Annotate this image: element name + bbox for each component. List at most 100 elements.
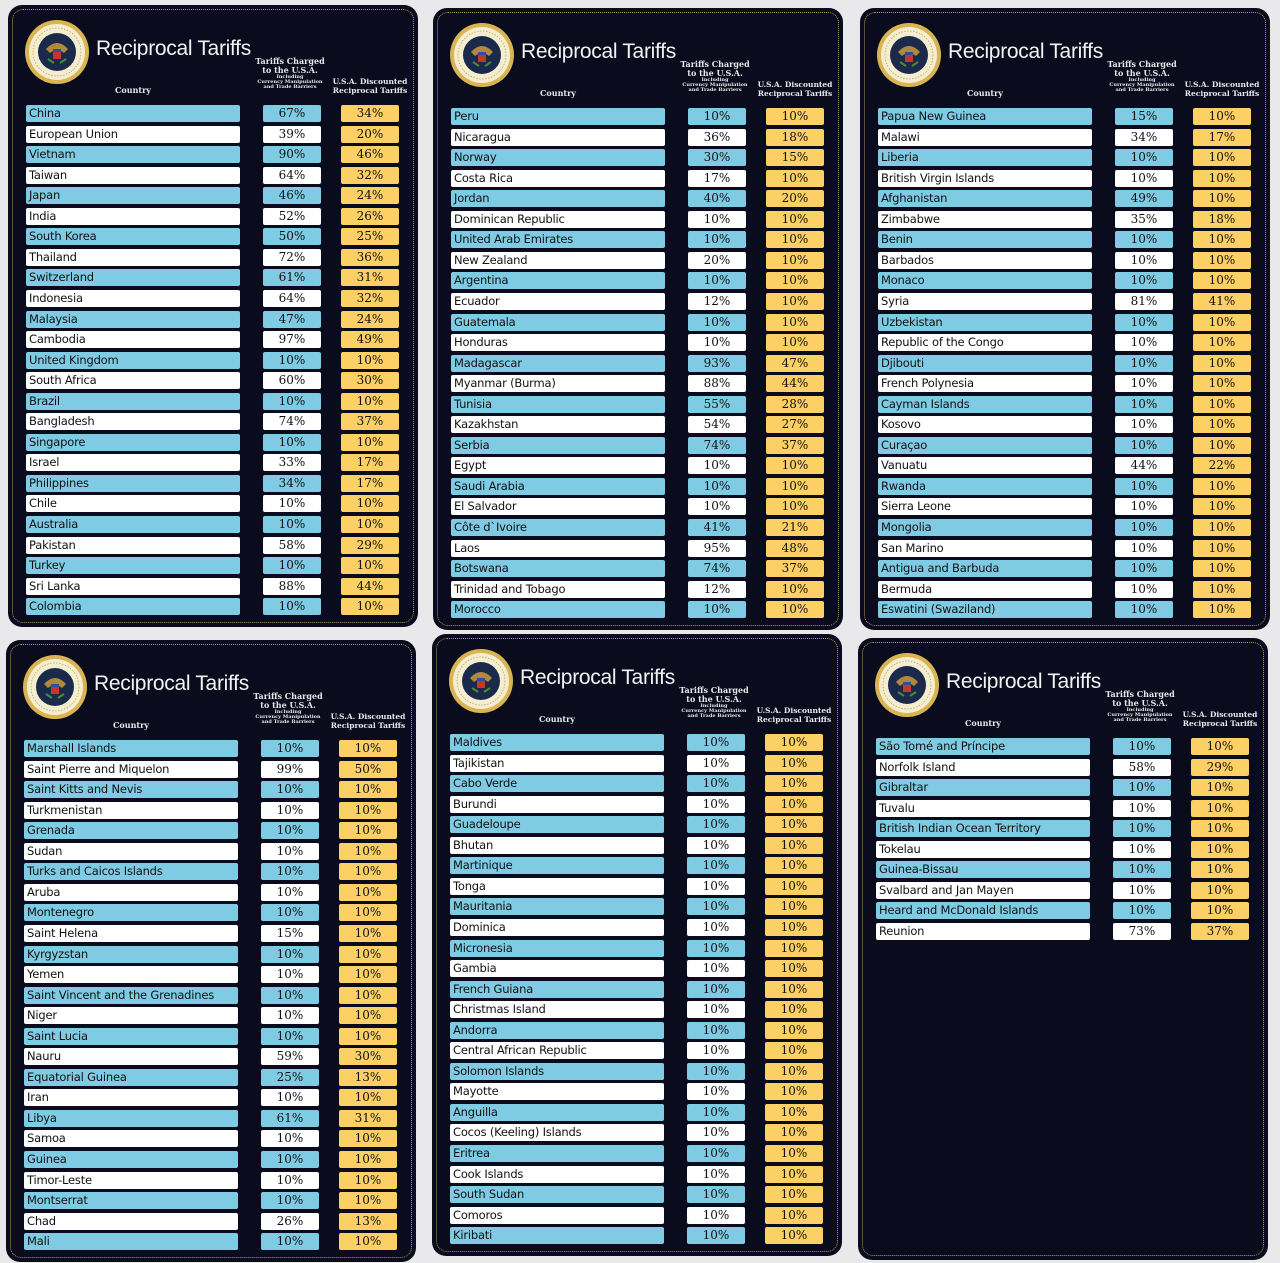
tariff-charged-value: 10% [1115, 601, 1173, 619]
reciprocal-tariff-value: 10% [339, 1233, 397, 1251]
reciprocal-tariff-value: 10% [1193, 354, 1251, 372]
country-name: Tokelau [876, 840, 1090, 858]
header-line: Currency Manipulation [681, 708, 747, 714]
tariff-charged-value: 10% [687, 1021, 745, 1039]
reciprocal-tariff-value: 10% [766, 251, 824, 269]
table-row: Cabo Verde 10% 10% [432, 775, 842, 793]
table-row: Heard and McDonald Islands 10% 10% [858, 902, 1268, 920]
table-row: Peru 10% 10% [433, 108, 843, 125]
reciprocal-tariff-value: 10% [766, 292, 824, 310]
reciprocal-tariff-value: 10% [339, 1089, 397, 1107]
reciprocal-tariff-value: 10% [1193, 169, 1251, 187]
tariff-charged-value: 10% [688, 334, 746, 352]
country-name: Cayman Islands [878, 395, 1092, 413]
table-row: Norfolk Island 58% 29% [858, 758, 1268, 776]
country-name: Costa Rica [451, 169, 665, 187]
table-row: Eswatini (Swaziland) 10% 10% [860, 601, 1270, 619]
tariff-charged-value: 10% [1113, 799, 1171, 817]
table-row: Turkmenistan 10% 10% [6, 801, 416, 819]
country-name: Serbia [451, 436, 665, 454]
reciprocal-tariff-value: 10% [1191, 861, 1249, 879]
country-name: San Marino [878, 539, 1092, 557]
tariff-charged-value: 10% [1113, 881, 1171, 899]
country-name: Kiribati [450, 1227, 664, 1245]
table-row: Saudi Arabia 10% 10% [433, 477, 843, 495]
table-row: Afghanistan 49% 10% [860, 190, 1270, 208]
table-row: Turkey 10% 10% [8, 557, 418, 575]
country-name: Gibraltar [876, 779, 1090, 797]
reciprocal-tariff-value: 10% [765, 1103, 823, 1121]
tariff-charged-value: 10% [263, 433, 321, 451]
country-name: Rwanda [878, 477, 1092, 495]
country-name: South Africa [26, 372, 240, 390]
country-name: Andorra [450, 1021, 664, 1039]
tariff-charged-value: 58% [1113, 758, 1171, 776]
table-row: Vietnam 90% 46% [8, 146, 418, 164]
table-row: Christmas Island 10% 10% [432, 1001, 842, 1019]
table-row: British Virgin Islands 10% 10% [860, 169, 1270, 187]
tariff-charged-value: 10% [261, 966, 319, 984]
reciprocal-tariff-value: 17% [1193, 128, 1251, 146]
reciprocal-tariff-value: 10% [766, 580, 824, 598]
table-row: Egypt 10% 10% [433, 457, 843, 475]
tariff-charged-value: 10% [1115, 334, 1173, 352]
header-line: Including [1128, 77, 1156, 83]
country-name: Niger [24, 1007, 238, 1025]
table-row: Guatemala 10% 10% [433, 313, 843, 331]
country-name: Turkey [26, 557, 240, 575]
tariff-charged-value: 10% [687, 1124, 745, 1142]
header-line: and Trade Barriers [688, 87, 742, 93]
table-row: Djibouti 10% 10% [860, 354, 1270, 372]
reciprocal-tariff-value: 10% [339, 1192, 397, 1210]
country-name: Vanuatu [878, 457, 1092, 475]
reciprocal-tariff-value: 10% [1193, 190, 1251, 208]
tariff-charged-value: 88% [263, 577, 321, 595]
tariff-charged-value: 10% [687, 877, 745, 895]
reciprocal-tariff-value: 10% [765, 939, 823, 957]
reciprocal-tariff-value: 10% [1193, 395, 1251, 413]
reciprocal-tariff-value: 10% [1193, 498, 1251, 516]
tariff-charged-value: 10% [263, 392, 321, 410]
country-name: Singapore [26, 433, 240, 451]
reciprocal-tariff-value: 10% [1191, 840, 1249, 858]
header-line: and Trade Barriers [261, 719, 315, 725]
country-name: São Tomé and Príncipe [876, 738, 1090, 755]
tariff-charged-value: 10% [687, 939, 745, 957]
table-row: Switzerland 61% 31% [8, 269, 418, 287]
country-name: Reunion [876, 922, 1090, 940]
table-row: Eritrea 10% 10% [432, 1145, 842, 1162]
header-line: to the U.S.A. [1114, 68, 1170, 78]
reciprocal-tariff-value: 10% [765, 918, 823, 936]
table-row: India 52% 26% [8, 207, 418, 225]
discounted-column-header: U.S.A. Discounted Reciprocal Tariffs [328, 712, 408, 730]
discounted-column-header: U.S.A. Discounted Reciprocal Tariffs [754, 706, 834, 724]
reciprocal-tariff-value: 17% [341, 454, 399, 472]
tariff-charged-value: 30% [688, 149, 746, 167]
tariff-charged-value: 64% [263, 289, 321, 307]
reciprocal-tariff-value: 37% [1191, 922, 1249, 940]
tariff-charged-value: 15% [261, 924, 319, 942]
table-row: Andorra 10% 10% [432, 1021, 842, 1039]
tariff-charged-value: 34% [1115, 128, 1173, 146]
tariff-charged-value: 26% [261, 1212, 319, 1230]
table-row: Saint Kitts and Nevis 10% 10% [6, 781, 416, 799]
table-row: New Zealand 20% 10% [433, 251, 843, 269]
table-row: Laos 95% 48% [433, 539, 843, 557]
country-name: Argentina [451, 272, 665, 290]
table-row: Botswana 74% 37% [433, 560, 843, 578]
tariff-panel: Reciprocal Tariffs Country Tariffs Charged… [858, 638, 1268, 1260]
tariff-charged-value: 10% [1113, 861, 1171, 879]
tariff-charged-value: 10% [687, 1227, 745, 1245]
tariff-charged-value: 10% [687, 754, 745, 772]
table-row: Timor-Leste 10% 10% [6, 1171, 416, 1189]
tariff-charged-value: 81% [1115, 292, 1173, 310]
country-name: United Arab Emirates [451, 231, 665, 249]
country-name: Saudi Arabia [451, 477, 665, 495]
tariff-charged-value: 59% [261, 1048, 319, 1066]
table-row: Libya 61% 31% [6, 1109, 416, 1127]
reciprocal-tariff-value: 10% [339, 924, 397, 942]
reciprocal-tariff-value: 10% [339, 842, 397, 860]
tariff-charged-value: 58% [263, 536, 321, 554]
reciprocal-tariff-value: 10% [1191, 820, 1249, 838]
country-name: Central African Republic [450, 1042, 664, 1060]
